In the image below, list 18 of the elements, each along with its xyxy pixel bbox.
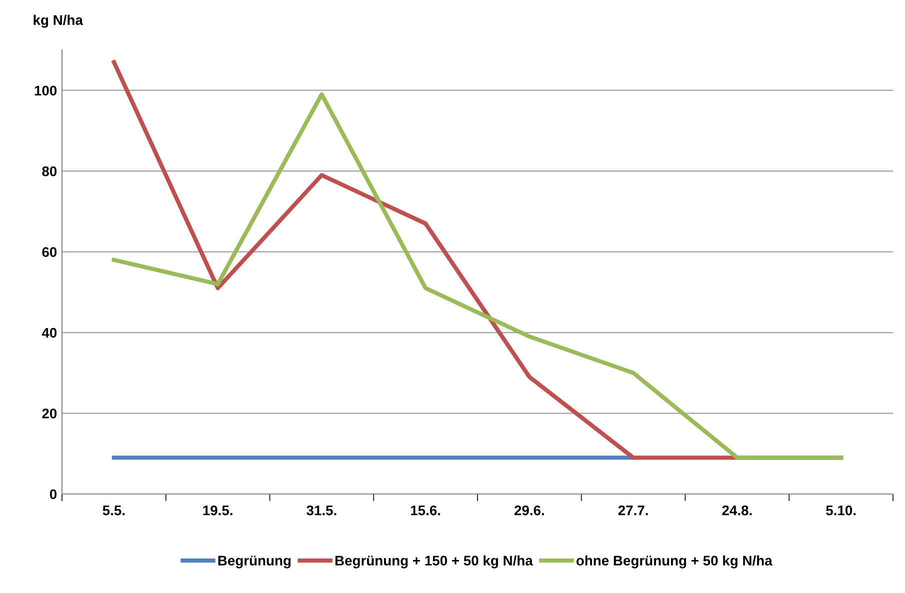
y-axis-title: kg N/ha	[34, 14, 84, 28]
x-tick-label: 31.5.	[306, 505, 336, 516]
y-tick-label: 100	[34, 86, 57, 96]
x-tick-label: 29.6.	[514, 505, 544, 516]
x-tick-label: 15.6.	[410, 505, 440, 516]
x-tick-label: 24.8.	[722, 505, 752, 516]
x-tick-label: 5.10.	[826, 505, 856, 516]
y-tick-label: 20	[42, 408, 57, 418]
y-tick-label: 40	[42, 328, 57, 338]
y-tick-label: 60	[42, 247, 57, 257]
x-tick-label: 5.5.	[102, 506, 125, 516]
legend-label: Begrünung + 150 + 50 kg N/ha	[335, 555, 533, 568]
y-tick-label: 80	[42, 166, 57, 176]
y-tick-label: 0	[50, 489, 57, 500]
legend-label: ohne Begrünung + 50 kg N/ha	[576, 555, 772, 568]
legend-label: Begrünung	[218, 556, 291, 568]
x-tick-label: 27.7.	[618, 505, 648, 516]
x-tick-label: 19.5.	[203, 505, 232, 516]
